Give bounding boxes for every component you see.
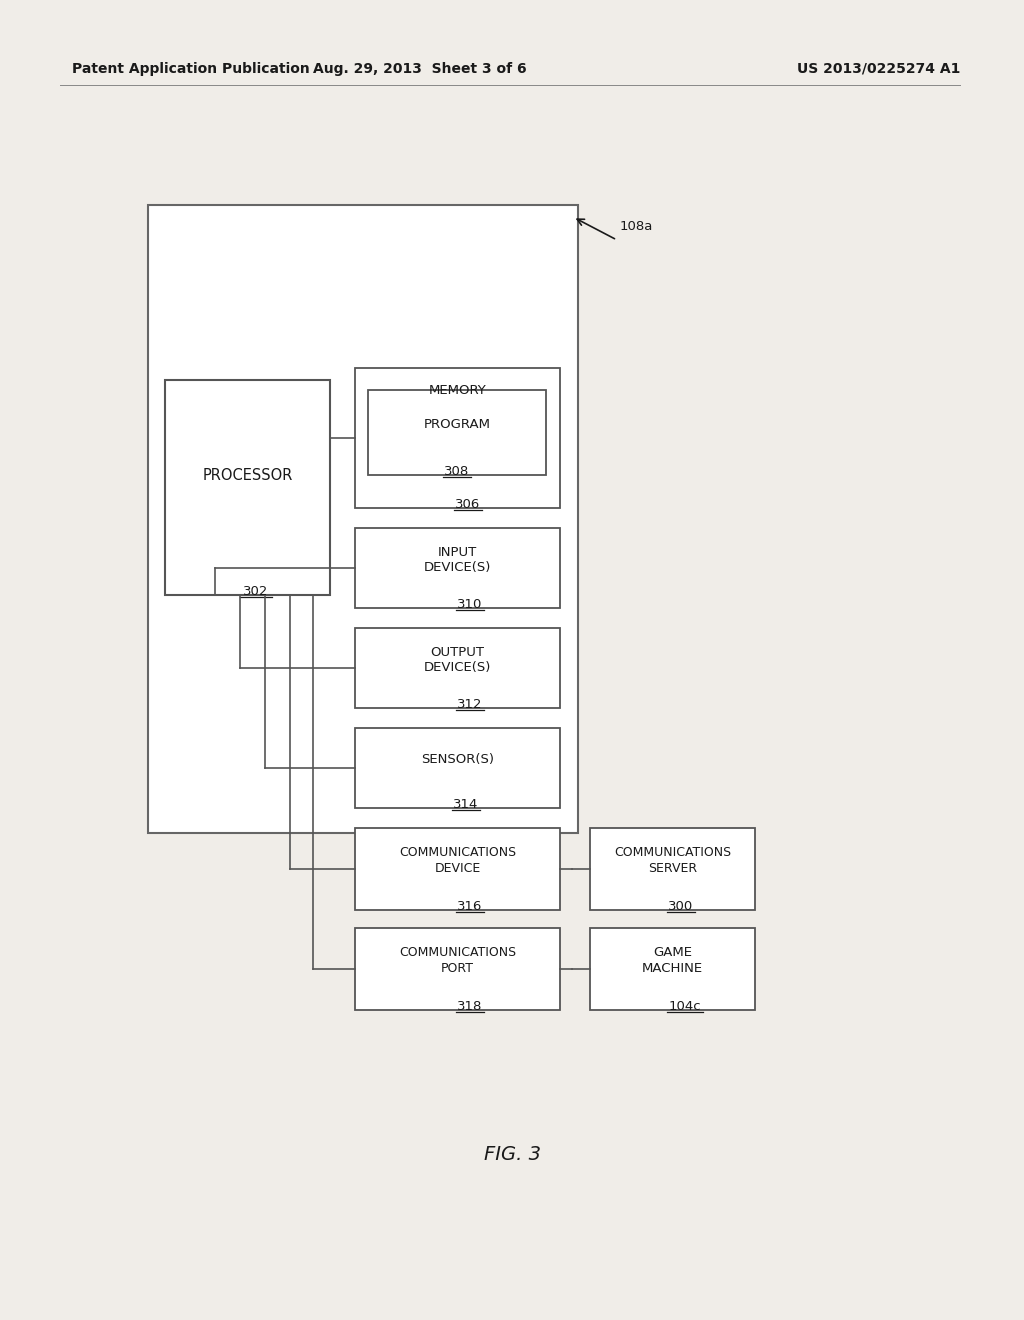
- Text: COMMUNICATIONS
SERVER: COMMUNICATIONS SERVER: [614, 846, 731, 875]
- Text: 314: 314: [453, 799, 478, 810]
- Bar: [355, 628, 560, 708]
- Text: 312: 312: [457, 698, 482, 711]
- Text: SENSOR(S): SENSOR(S): [421, 754, 494, 767]
- Text: 302: 302: [243, 585, 268, 598]
- Bar: [355, 928, 560, 1010]
- Text: PROCESSOR: PROCESSOR: [203, 469, 293, 483]
- Text: INPUT
DEVICE(S): INPUT DEVICE(S): [424, 545, 492, 574]
- Bar: [355, 729, 560, 808]
- Text: FIG. 3: FIG. 3: [483, 1146, 541, 1164]
- Bar: [148, 205, 578, 833]
- Text: 300: 300: [668, 900, 693, 913]
- Text: COMMUNICATIONS
DEVICE: COMMUNICATIONS DEVICE: [399, 846, 516, 875]
- Text: 316: 316: [457, 900, 482, 913]
- Text: 310: 310: [457, 598, 482, 611]
- Text: 104c: 104c: [669, 1001, 700, 1012]
- Text: 306: 306: [455, 498, 480, 511]
- Text: Patent Application Publication: Patent Application Publication: [72, 62, 309, 77]
- Text: Aug. 29, 2013  Sheet 3 of 6: Aug. 29, 2013 Sheet 3 of 6: [313, 62, 526, 77]
- Text: 318: 318: [457, 1001, 482, 1012]
- Text: 308: 308: [444, 465, 470, 478]
- Text: US 2013/0225274 A1: US 2013/0225274 A1: [797, 62, 961, 77]
- Bar: [165, 380, 330, 595]
- Text: MEMORY: MEMORY: [429, 384, 486, 397]
- Text: COMMUNICATIONS
PORT: COMMUNICATIONS PORT: [399, 946, 516, 975]
- Bar: [355, 528, 560, 609]
- Text: PROGRAM: PROGRAM: [424, 418, 490, 432]
- Bar: [368, 389, 546, 475]
- Text: 108a: 108a: [620, 220, 653, 234]
- Bar: [590, 928, 755, 1010]
- Bar: [590, 828, 755, 909]
- Bar: [355, 368, 560, 508]
- Text: OUTPUT
DEVICE(S): OUTPUT DEVICE(S): [424, 645, 492, 675]
- Text: GAME
MACHINE: GAME MACHINE: [642, 946, 703, 975]
- Bar: [355, 828, 560, 909]
